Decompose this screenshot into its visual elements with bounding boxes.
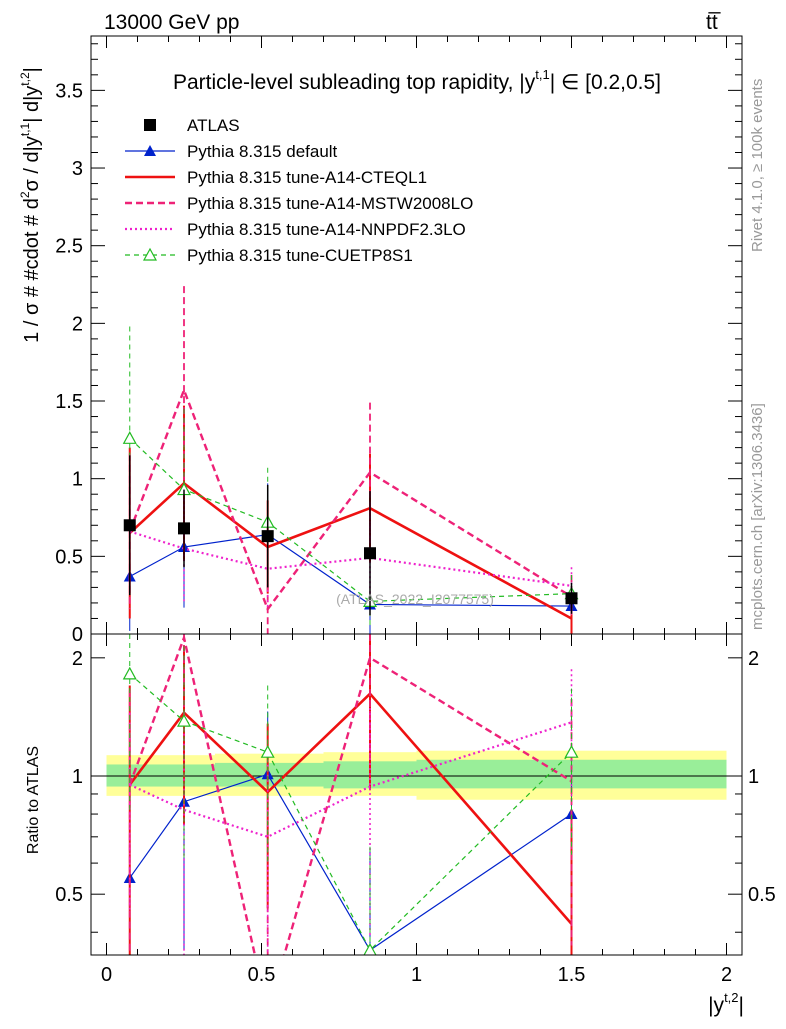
data-point (261, 530, 274, 543)
y-tick-label: 0 (72, 624, 83, 646)
ratio-point (176, 713, 192, 727)
legend-marker (144, 145, 156, 156)
analysis-watermark: (ATLAS_2022_I2077575) (336, 591, 494, 607)
energy-label: 13000 GeV pp (104, 11, 239, 34)
ratio-point (564, 744, 579, 758)
y-tick-label: 2 (72, 648, 83, 670)
y-tick-label: 0.5 (55, 884, 83, 906)
ratio-point (122, 666, 137, 680)
process-label: tt̅ (706, 11, 722, 34)
main-axis-ticks: 0 0.5 1 1.5 2 2.5 3 3.5 (55, 36, 742, 646)
y-tick-label: 1 (72, 766, 83, 788)
series-line-5 (129, 437, 572, 602)
ratio-line-0 (129, 773, 572, 952)
data-point (178, 522, 190, 535)
legend-label: Pythia 8.315 tune-A14-MSTW2008LO (187, 194, 473, 213)
ratio-point (260, 744, 275, 758)
ratio-series (122, 634, 579, 955)
data-point (122, 431, 137, 444)
legend-marker (144, 119, 156, 131)
main-series (122, 286, 579, 634)
ratio-frame (90, 633, 743, 956)
y-tick-label-right: 2 (748, 648, 759, 670)
y-tick-label: 3 (72, 158, 83, 180)
x-tick-label: 0 (101, 964, 112, 986)
ratio-y-axis-label: Ratio to ATLAS (25, 746, 42, 854)
data-point (565, 592, 578, 605)
y-tick-label: 0.5 (55, 546, 83, 568)
data-point (123, 519, 136, 532)
ratio-line-4 (129, 673, 572, 952)
x-tick-label: 0.5 (248, 964, 276, 986)
mcplots-label: mcplots.cern.ch [arXiv:1306.3436] (749, 403, 766, 630)
legend: ATLAS Pythia 8.315 default Pythia 8.315 tu… (125, 116, 473, 265)
y-tick-label: 3.5 (55, 80, 83, 102)
legend-label: Pythia 8.315 default (187, 142, 338, 161)
series-line-3 (128, 386, 573, 612)
y-tick-label: 2.5 (55, 236, 83, 258)
x-tick-label: 1.5 (558, 964, 586, 986)
y-tick-label-right: 1 (748, 766, 759, 788)
chart-title: Particle-level subleading top rapidity, … (173, 67, 661, 94)
ratio-point (363, 942, 377, 955)
ratio-line-2 (128, 634, 573, 955)
legend-label: Pythia 8.315 tune-A14-NNPDF2.3LO (187, 220, 466, 239)
y-tick-label: 1 (72, 469, 83, 491)
y-tick-label: 2 (72, 313, 83, 335)
rivet-label: Rivet 4.1.0, ≥ 100k events (749, 79, 766, 252)
x-tick-label: 2 (721, 964, 732, 986)
x-axis-label: |yt,2| (708, 990, 744, 1017)
legend-label: Pythia 8.315 tune-A14-CTEQL1 (187, 168, 427, 187)
legend-label: Pythia 8.315 tune-CUETP8S1 (187, 246, 413, 265)
legend-marker (142, 247, 158, 261)
y-tick-label-right: 0.5 (748, 884, 776, 906)
x-tick-label: 1 (411, 964, 422, 986)
y-tick-label: 1.5 (55, 391, 83, 413)
data-point (364, 547, 376, 560)
series-line-4 (129, 530, 572, 587)
ratio-uncertainty-bands (91, 750, 742, 800)
legend-label: ATLAS (187, 116, 240, 135)
main-y-axis-label: 1 / σ # #cdot # d2σ / d|yt,1| d|yt,2| (18, 67, 43, 343)
